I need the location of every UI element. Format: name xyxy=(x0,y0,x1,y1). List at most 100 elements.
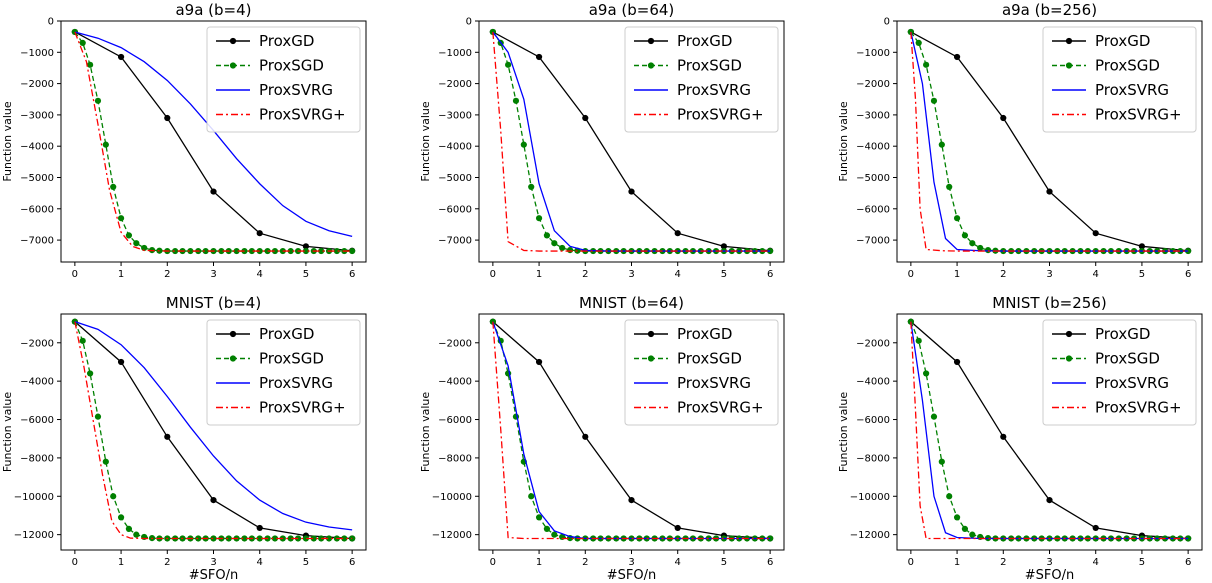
data-point-proxsgd xyxy=(915,337,922,344)
x-axis-label: #SFO/n xyxy=(607,568,656,583)
data-point-proxgd xyxy=(256,230,263,237)
legend-label: ProxGD xyxy=(677,32,732,50)
y-tick-label: −4000 xyxy=(20,377,54,388)
y-axis-label: Function value xyxy=(419,392,432,473)
data-point-proxsgd xyxy=(953,514,961,521)
x-tick-label: 3 xyxy=(1046,269,1052,280)
y-tick-label: −5000 xyxy=(438,173,472,184)
y-tick-label: −10000 xyxy=(14,492,54,503)
y-tick-label: −2000 xyxy=(20,338,54,349)
data-point-proxsgd xyxy=(117,514,125,521)
x-tick-label: 4 xyxy=(257,269,263,280)
data-point-proxgd xyxy=(720,243,728,250)
data-point-proxgd xyxy=(1000,114,1007,122)
legend-marker xyxy=(647,62,655,69)
x-tick-label: 6 xyxy=(349,269,355,280)
x-tick-label: 5 xyxy=(303,269,309,280)
y-tick-label: −7000 xyxy=(856,236,890,247)
data-point-proxsgd xyxy=(310,535,317,542)
x-tick-label: 1 xyxy=(118,269,124,280)
data-point-proxsgd xyxy=(559,244,566,252)
legend: ProxGD ProxSGD ProxSVRG ProxSVRG+ xyxy=(206,319,361,426)
data-point-proxsgd xyxy=(302,535,310,542)
data-point-proxsgd xyxy=(977,244,984,252)
y-axis-label: Function value xyxy=(1,101,14,182)
data-point-proxsgd xyxy=(133,531,140,538)
legend-label: ProxGD xyxy=(259,32,314,50)
y-tick-label: −5000 xyxy=(856,173,890,184)
data-point-proxsgd xyxy=(528,493,535,500)
y-tick-label: −4000 xyxy=(438,377,472,388)
data-point-proxsgd xyxy=(110,493,117,500)
y-tick-label: −2000 xyxy=(20,79,54,90)
x-tick-label: 6 xyxy=(767,557,773,568)
y-tick-label: −7000 xyxy=(20,236,54,247)
y-tick-label: −6000 xyxy=(438,415,472,426)
legend-label: ProxSVRG+ xyxy=(259,399,346,417)
data-point-proxsgd xyxy=(271,247,279,255)
x-tick-label: 2 xyxy=(1000,269,1006,280)
legend-label: ProxGD xyxy=(259,325,314,343)
data-point-proxsgd xyxy=(87,61,94,68)
legend-label: ProxGD xyxy=(677,325,732,343)
series-line-proxsvrg-plus xyxy=(910,31,1189,252)
chart-panel: 0 1 2 3 4 5 6 0 −1000 −2000 −3000 −4000 −5000 −6000 −7… xyxy=(419,1,785,280)
legend-label: ProxSVRG xyxy=(677,374,751,392)
data-point-proxsgd xyxy=(984,247,992,254)
data-point-proxgd xyxy=(117,358,125,366)
x-axis-label: #SFO/n xyxy=(189,568,238,583)
chart-title: MNIST (b=4) xyxy=(166,294,261,312)
data-point-proxgd xyxy=(1000,433,1007,440)
y-axis-label: Function value xyxy=(419,101,432,182)
data-point-proxsgd xyxy=(172,247,179,255)
chart-title: MNIST (b=64) xyxy=(579,294,684,312)
x-tick-label: 5 xyxy=(721,557,727,568)
series-line-proxsvrg-plus xyxy=(74,321,353,540)
data-point-proxgd xyxy=(953,53,961,61)
data-point-proxgd xyxy=(674,524,681,532)
x-tick-label: 5 xyxy=(721,269,727,280)
data-point-proxgd xyxy=(1046,497,1053,504)
data-point-proxsgd xyxy=(333,247,340,255)
data-point-proxgd xyxy=(1046,188,1053,195)
x-tick-label: 0 xyxy=(490,269,496,280)
data-point-proxgd xyxy=(302,243,310,250)
chart-panel: 0 1 2 3 4 5 6 −2000 −4000 −6000 −8000 −10000 −12000 M… xyxy=(419,294,785,583)
data-point-proxsgd xyxy=(141,244,148,252)
legend-label: ProxSVRG xyxy=(1095,374,1169,392)
data-point-proxgd xyxy=(582,114,589,122)
data-point-proxsgd xyxy=(195,535,202,542)
x-tick-label: 4 xyxy=(1093,557,1099,568)
x-tick-label: 2 xyxy=(582,269,588,280)
x-tick-label: 6 xyxy=(767,269,773,280)
y-tick-label: −5000 xyxy=(20,173,54,184)
data-point-proxsgd xyxy=(953,215,961,222)
data-point-proxsgd xyxy=(94,413,102,420)
y-tick-label: −6000 xyxy=(20,204,54,215)
y-tick-label: −3000 xyxy=(438,110,472,121)
y-tick-label: −12000 xyxy=(14,530,54,541)
y-tick-label: −12000 xyxy=(432,530,472,541)
chart-panel: 0 1 2 3 4 5 6 0 −1000 −2000 −3000 −4000 −5000 −6000 −7… xyxy=(837,1,1203,280)
series-line-proxsvrg-plus xyxy=(74,31,353,252)
series-line-proxsvrg xyxy=(74,321,353,531)
data-point-proxsgd xyxy=(946,183,953,190)
data-point-proxsgd xyxy=(256,535,263,542)
x-tick-label: 6 xyxy=(349,557,355,568)
data-point-proxgd xyxy=(953,358,961,366)
data-point-proxsgd xyxy=(225,535,232,542)
data-point-proxsgd xyxy=(543,232,551,239)
legend-label: ProxSGD xyxy=(259,350,324,368)
data-point-proxsgd xyxy=(318,247,325,255)
legend-marker xyxy=(647,37,655,45)
x-tick-label: 1 xyxy=(954,557,960,568)
legend-label: ProxSVRG+ xyxy=(259,106,346,124)
legend-label: ProxSVRG xyxy=(259,81,333,99)
x-tick-label: 3 xyxy=(628,557,634,568)
x-tick-label: 2 xyxy=(164,269,170,280)
y-tick-label: 0 xyxy=(466,17,472,28)
chart-panel: 0 1 2 3 4 5 6 −2000 −4000 −6000 −8000 −10000 −12000 M… xyxy=(837,294,1203,583)
chart-title: a9a (b=64) xyxy=(589,1,675,19)
data-point-proxsgd xyxy=(102,458,109,465)
legend: ProxGD ProxSGD ProxSVRG ProxSVRG+ xyxy=(624,319,779,426)
